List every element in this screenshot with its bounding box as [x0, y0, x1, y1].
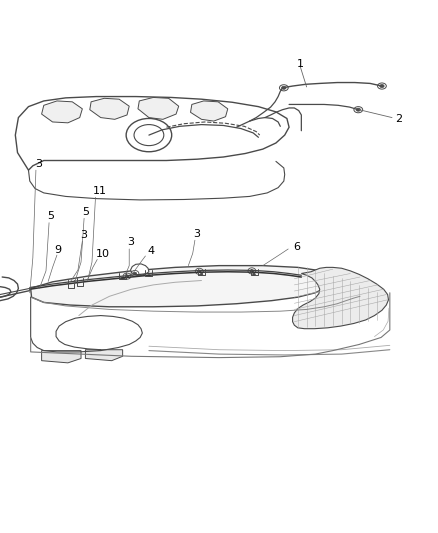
Ellipse shape	[148, 275, 150, 277]
Text: 3: 3	[80, 230, 87, 240]
Polygon shape	[293, 268, 389, 329]
Text: 5: 5	[47, 211, 54, 221]
Text: 9: 9	[54, 245, 61, 255]
Ellipse shape	[198, 270, 201, 272]
Ellipse shape	[133, 272, 137, 274]
Polygon shape	[131, 264, 149, 275]
Polygon shape	[42, 351, 81, 363]
Text: 3: 3	[127, 237, 134, 247]
Text: 6: 6	[293, 242, 300, 252]
Polygon shape	[138, 98, 179, 119]
Ellipse shape	[121, 277, 124, 279]
Polygon shape	[31, 265, 333, 307]
Text: 3: 3	[193, 229, 200, 239]
Polygon shape	[90, 98, 129, 119]
Ellipse shape	[250, 270, 254, 272]
Text: 5: 5	[82, 207, 89, 217]
Text: 3: 3	[35, 159, 42, 168]
Text: 1: 1	[297, 59, 304, 69]
Text: 2: 2	[395, 115, 402, 124]
Polygon shape	[42, 101, 82, 123]
Polygon shape	[85, 350, 123, 361]
Ellipse shape	[380, 85, 384, 87]
Polygon shape	[191, 101, 228, 121]
Polygon shape	[15, 96, 289, 170]
Text: 10: 10	[96, 249, 110, 259]
Text: 4: 4	[148, 246, 155, 256]
Ellipse shape	[125, 275, 129, 277]
Ellipse shape	[356, 108, 360, 111]
Ellipse shape	[253, 273, 255, 276]
Ellipse shape	[282, 86, 286, 90]
Text: 11: 11	[93, 186, 107, 196]
Ellipse shape	[200, 273, 203, 276]
